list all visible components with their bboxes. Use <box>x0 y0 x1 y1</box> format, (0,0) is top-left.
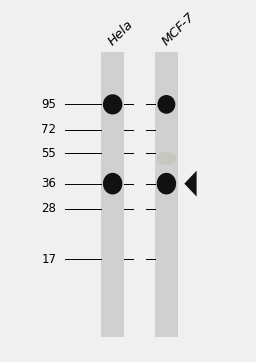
Polygon shape <box>184 171 197 197</box>
Text: 95: 95 <box>41 98 56 111</box>
Text: 36: 36 <box>41 177 56 190</box>
Ellipse shape <box>157 152 176 165</box>
Text: 72: 72 <box>41 123 56 136</box>
Ellipse shape <box>103 94 122 114</box>
Ellipse shape <box>157 95 175 114</box>
Text: 17: 17 <box>41 253 56 266</box>
Text: 28: 28 <box>41 202 56 215</box>
Ellipse shape <box>157 173 176 194</box>
Text: MCF-7: MCF-7 <box>160 10 198 49</box>
Bar <box>155 52 178 337</box>
Text: Hela: Hela <box>106 18 136 49</box>
Ellipse shape <box>103 173 122 194</box>
Bar <box>101 52 124 337</box>
Text: 55: 55 <box>41 147 56 160</box>
